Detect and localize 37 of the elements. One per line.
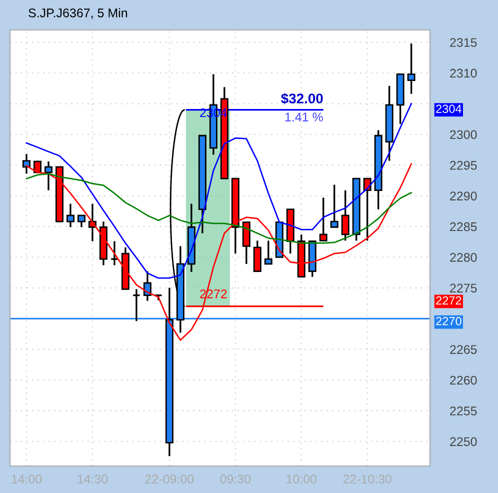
y-tick-label: 2295 (450, 160, 477, 170)
candlestick (110, 240, 119, 266)
candlestick (77, 214, 86, 228)
text: 2304 (436, 104, 462, 113)
x-tick-label: 14:30 (78, 474, 108, 484)
x-tick-label: 22-10:30 (343, 474, 392, 484)
x-tick-label: 22-09:00 (145, 474, 194, 484)
candlestick (330, 184, 338, 228)
y-tick-label: 2265 (450, 345, 477, 354)
candlestick (242, 221, 250, 265)
chart-title: S.JP.J6367, 5 Min (28, 8, 128, 19)
candlestick (407, 42, 416, 95)
annotation: 1.41 % (285, 112, 323, 122)
candlestick (253, 240, 262, 272)
y-tick-label: 2310 (450, 68, 477, 78)
y-tick-label: 2275 (450, 284, 477, 293)
ref-line-label: 2270 (436, 316, 462, 326)
y-tick-label: 2290 (450, 192, 477, 200)
y-tick-label: 2260 (450, 376, 477, 385)
candlestick (66, 202, 74, 228)
x-tick-label: 14:00 (12, 474, 42, 484)
y-tick-label: 2255 (450, 406, 477, 416)
candlestick (264, 240, 272, 265)
candlestick (22, 153, 30, 175)
candlestick (319, 196, 328, 242)
text: 2272 (436, 296, 462, 305)
y-tick-label: 2300 (450, 130, 477, 140)
y-tick-label: 2250 (450, 437, 477, 446)
x-tick-label: 09:30 (220, 474, 251, 484)
candlestick (341, 189, 350, 242)
annotation: $32.00 (281, 92, 323, 104)
x-tick-label: 10:00 (286, 474, 317, 484)
y-tick-label: 2285 (450, 222, 477, 232)
y-tick-label: 2280 (450, 253, 477, 262)
candlestick (44, 160, 52, 192)
y-tick-label: 2315 (450, 38, 477, 47)
line-series (26, 102, 412, 279)
